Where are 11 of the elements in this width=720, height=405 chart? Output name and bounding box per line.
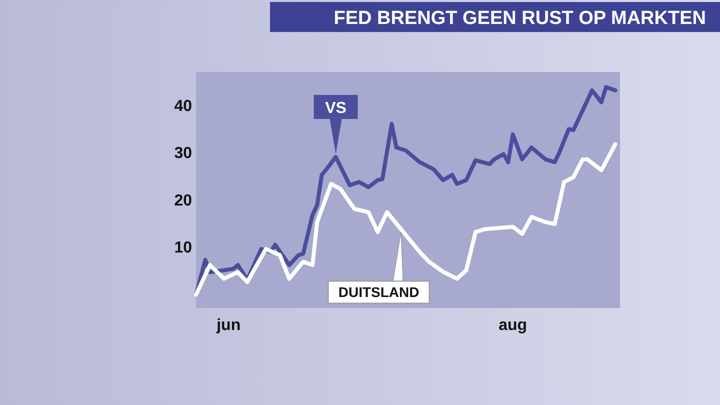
- x-tick-label: jun: [216, 317, 241, 334]
- y-tick-label: 20: [174, 192, 192, 210]
- line-series: [194, 142, 618, 297]
- chart-title: FED BRENGT GEEN RUST OP MARKTEN: [334, 8, 706, 29]
- x-tick-label: aug: [498, 317, 528, 334]
- y-tick-label: 30: [174, 145, 192, 162]
- line-series: [194, 85, 618, 297]
- text: VS: [325, 100, 347, 117]
- y-tick-label: 40: [174, 98, 192, 116]
- y-tick-label: 10: [174, 240, 192, 257]
- series-label: DUITSLAND: [338, 284, 420, 300]
